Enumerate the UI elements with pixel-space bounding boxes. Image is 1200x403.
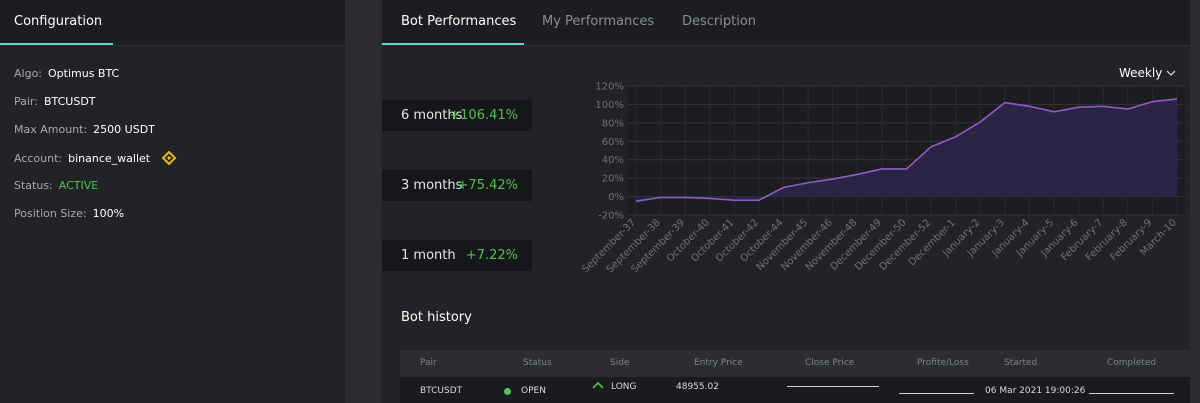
perf-box: 6 months +106.41% <box>382 100 532 131</box>
perf-label: 6 months <box>401 108 463 123</box>
y-tick-label: -20% <box>598 211 624 222</box>
field: Pair: BTCUSDT <box>14 95 96 108</box>
perf-label: 1 month <box>401 248 456 263</box>
history-title: Bot history <box>401 310 472 325</box>
field-label: Max Amount: <box>14 123 88 136</box>
perf-value: +106.41% <box>449 108 518 123</box>
column-header: Status <box>523 358 552 368</box>
field: Account: binance_wallet <box>14 150 177 166</box>
column-header: Started <box>1004 358 1038 368</box>
field: Position Size: 100% <box>14 207 124 220</box>
dash <box>1089 393 1174 394</box>
tab[interactable]: Description <box>682 14 757 29</box>
cell-status: OPEN <box>521 386 546 396</box>
y-tick-label: 0% <box>608 192 624 203</box>
perf-value: +75.42% <box>457 178 518 193</box>
area <box>636 98 1177 202</box>
column-header: Side <box>610 358 630 368</box>
y-tick-label: 40% <box>602 155 624 166</box>
y-tick-label: 60% <box>602 137 624 148</box>
y-tick-label: 100% <box>595 100 624 111</box>
field-label: Position Size: <box>14 207 87 220</box>
tab-bar: Bot Performances My Performances Descrip… <box>382 0 1190 46</box>
field: Status: ACTIVE <box>14 179 98 192</box>
column-header: Completed <box>1107 358 1157 368</box>
y-tick-label: 20% <box>602 174 624 185</box>
cell-entry: 48955.02 <box>676 382 719 392</box>
table-header <box>400 350 1190 377</box>
dash <box>787 386 879 387</box>
field-value: 2500 USDT <box>93 123 155 136</box>
column-header: Profite/Loss <box>917 358 969 368</box>
field-value: ACTIVE <box>58 179 99 192</box>
field-value: 100% <box>92 207 125 220</box>
tab-underline <box>382 43 524 45</box>
long-arrow <box>592 381 604 389</box>
tab-underline <box>0 43 113 45</box>
table-row <box>400 377 1190 403</box>
y-tick-label: 80% <box>602 118 624 129</box>
line <box>635 98 1178 202</box>
tab[interactable]: Bot Performances <box>401 14 517 29</box>
cell-side: LONG <box>611 382 637 392</box>
column-header: Entry Price <box>694 358 743 368</box>
column-header: Close Price <box>805 358 855 368</box>
column-header: Pair <box>420 358 437 368</box>
dash <box>899 393 974 394</box>
perf-box: 3 months +75.42% <box>382 170 532 201</box>
field: Algo: Optimus BTC <box>14 67 119 80</box>
cell-pair: BTCUSDT <box>420 386 463 396</box>
field: Max Amount: 2500 USDT <box>14 123 155 136</box>
period-select[interactable]: Weekly <box>1119 66 1176 80</box>
period-label: Weekly <box>1119 66 1163 80</box>
field-value: Optimus BTC <box>48 67 120 80</box>
y-tick-label: 120% <box>595 82 624 93</box>
config-header: Configuration <box>0 0 345 46</box>
chevron <box>1166 70 1176 76</box>
field-label: Account: <box>14 152 63 165</box>
field-value: binance_wallet <box>68 152 151 165</box>
field-label: Status: <box>14 179 53 192</box>
cell-started: 06 Mar 2021 19:00:26 <box>985 386 1086 396</box>
field-label: Pair: <box>14 95 38 108</box>
perf-value: +7.22% <box>465 248 518 263</box>
binance-icon <box>161 150 177 166</box>
status-dot <box>504 388 511 395</box>
perf-box: 1 month +7.22% <box>382 240 532 271</box>
config-panel: Configuration Algo: Optimus BTC Pair: BTCU… <box>0 0 345 403</box>
config-title: Configuration <box>14 14 103 29</box>
perf-label: 3 months <box>401 178 463 193</box>
chart: -20%0%20%40%60%80%100%120%September-37Se… <box>580 82 1185 275</box>
tab[interactable]: My Performances <box>542 14 655 29</box>
field-value: BTCUSDT <box>43 95 96 108</box>
field-label: Algo: <box>14 67 42 80</box>
